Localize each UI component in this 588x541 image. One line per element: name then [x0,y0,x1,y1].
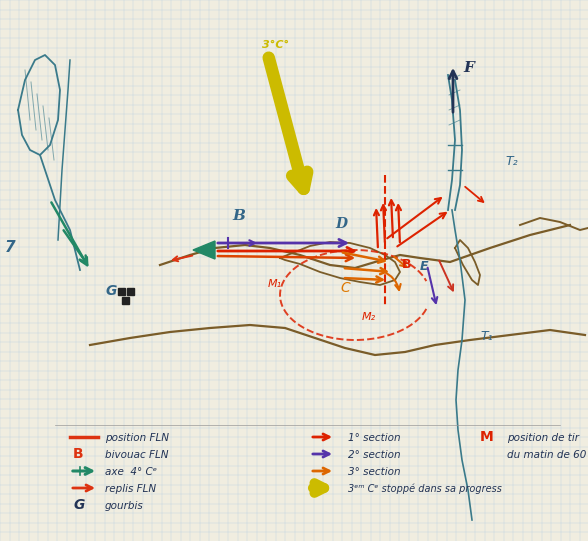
Text: M₂: M₂ [362,312,376,322]
Bar [122,297,129,304]
Polygon shape [193,241,215,259]
Text: 3° section: 3° section [348,467,400,477]
Text: axe  4° Cᵉ: axe 4° Cᵉ [105,467,157,477]
Text: M₁: M₁ [268,279,282,289]
Text: 7: 7 [5,240,16,255]
Text: B: B [232,209,245,223]
Text: B: B [402,258,412,271]
Text: 1° section: 1° section [348,433,400,443]
Text: B: B [73,447,83,461]
Text: T₁: T₁ [480,330,493,343]
Text: G: G [105,284,116,298]
Text: E: E [420,260,429,273]
Text: M: M [480,430,494,444]
Text: F: F [463,61,474,75]
Text: position FLN: position FLN [105,433,169,443]
Text: du matin de 60: du matin de 60 [507,450,586,460]
Text: T₂: T₂ [505,155,517,168]
Bar [127,288,134,295]
Bar [118,288,125,295]
Text: replis FLN: replis FLN [105,484,156,494]
Text: position de tir: position de tir [507,433,579,443]
Text: C: C [340,281,350,295]
Text: bivouac FLN: bivouac FLN [105,450,169,460]
Text: 3ᵉᵐ Cᵉ stoppé dans sa progress: 3ᵉᵐ Cᵉ stoppé dans sa progress [348,484,502,494]
Text: 2° section: 2° section [348,450,400,460]
Text: D: D [335,217,347,231]
Text: 3°C°: 3°C° [262,40,289,50]
Text: G: G [73,498,84,512]
Text: gourbis: gourbis [105,501,143,511]
